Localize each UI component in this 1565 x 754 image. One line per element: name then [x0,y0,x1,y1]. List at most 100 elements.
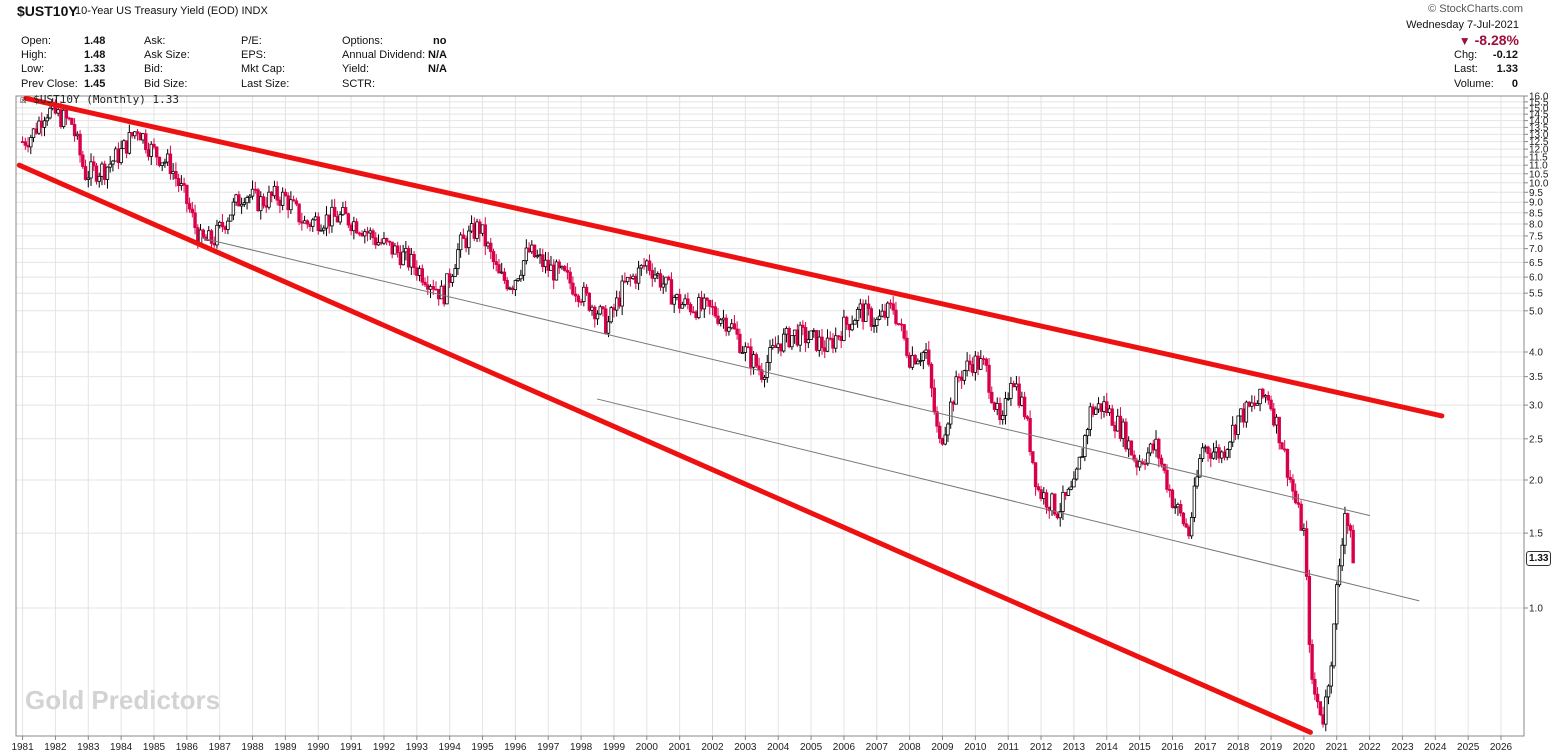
candle-body [1181,512,1186,525]
candle-body [1178,504,1183,514]
x-tick-label: 1999 [603,742,626,753]
candle-body [1288,476,1292,480]
candle-body [505,280,509,290]
candle-body [185,184,189,204]
candle-body [502,271,507,281]
y-tick-label: 15.5 [1529,97,1549,108]
price-series [20,98,1355,732]
candle-body [426,284,430,290]
candle-body [1146,452,1150,465]
candle-body [650,270,654,279]
candle-body [513,280,518,291]
candle-body [1236,415,1240,435]
change-percent-value: -8.28% [1474,32,1519,48]
candle-body [1091,406,1095,415]
candle-body [724,317,728,332]
y-tick-label: 6.0 [1529,273,1543,284]
candle-body [89,161,93,179]
candle-body [918,360,923,362]
ask-size-label: Ask Size: [144,49,190,61]
candle-body [1203,446,1208,449]
candle-body [1069,486,1073,490]
candle-body [302,220,307,224]
prev-close-label: Prev Close: [21,78,78,90]
candle-body [1195,476,1199,487]
candle-body [1063,491,1068,496]
high-label: High: [21,49,47,61]
candle-body [814,330,819,351]
candle-body [59,109,63,127]
candle-body [489,242,493,252]
candle-body [729,323,734,329]
candle-body [869,308,873,327]
candle-body [946,423,950,436]
candle-body [968,360,972,365]
candle-body [332,206,337,217]
candle-body [234,194,238,203]
candle-body [1116,415,1120,432]
candle-body [182,183,186,186]
candle-body [343,206,348,215]
candle-body [979,358,983,370]
candle-body [1124,421,1128,450]
y-tick-label: 14.5 [1529,110,1549,121]
candle-body [354,221,359,234]
candle-body [653,274,657,279]
candle-body [1031,451,1035,464]
candle-body [239,203,244,207]
candle-body [291,199,296,202]
candle-body [576,295,581,302]
candle-body [530,244,534,253]
y-tick-label: 14.0 [1529,116,1549,127]
candle-body [1351,529,1355,564]
candle-body [256,189,260,212]
candle-body [105,166,110,180]
prev-close-value: 1.45 [84,78,106,90]
annual-dividend-label: Annual Dividend: [342,49,426,61]
candle-body [75,133,80,137]
sctr-label: SCTR: [342,78,375,90]
candle-body [300,221,304,224]
candle-body [1129,440,1134,456]
candle-body [423,281,427,286]
candle-body [1074,468,1079,480]
x-tick-label: 2022 [1358,742,1381,753]
candle-body [754,354,759,367]
candle-body [560,265,564,269]
candle-body [894,309,898,324]
candle-body [710,305,715,308]
candle-body [275,185,279,201]
candle-body [1011,383,1016,388]
candle-body [812,330,816,332]
candle-body [253,188,257,191]
x-tick-label: 1990 [307,742,330,753]
candle-body [631,275,635,280]
candle-body [267,191,271,208]
candle-body [130,132,134,137]
candle-body [1252,402,1257,406]
candle-body [532,244,537,258]
candle-body [549,264,553,271]
candle-body [858,303,863,310]
candle-body [1170,489,1175,508]
candle-body [248,195,252,198]
x-tick-label: 2000 [636,742,659,753]
y-tick-label: 6.5 [1529,258,1543,269]
candle-body [708,299,712,307]
candle-body [760,369,764,380]
candle-body [1187,526,1191,537]
x-tick-label: 1985 [143,742,166,753]
candle-body [598,306,602,315]
candle-body [527,247,531,253]
candle-body [620,280,624,307]
exchange-label: INDX [241,5,268,17]
x-tick-label: 2017 [1194,742,1217,753]
candle-body [475,221,479,239]
x-tick-label: 1993 [406,742,429,753]
candle-body [363,231,367,237]
candle-body [831,338,835,349]
brand-label: © StockCharts.com [1428,3,1523,15]
x-tick-label: 1996 [504,742,527,753]
candle-body [727,327,731,332]
candle-body [138,132,142,141]
